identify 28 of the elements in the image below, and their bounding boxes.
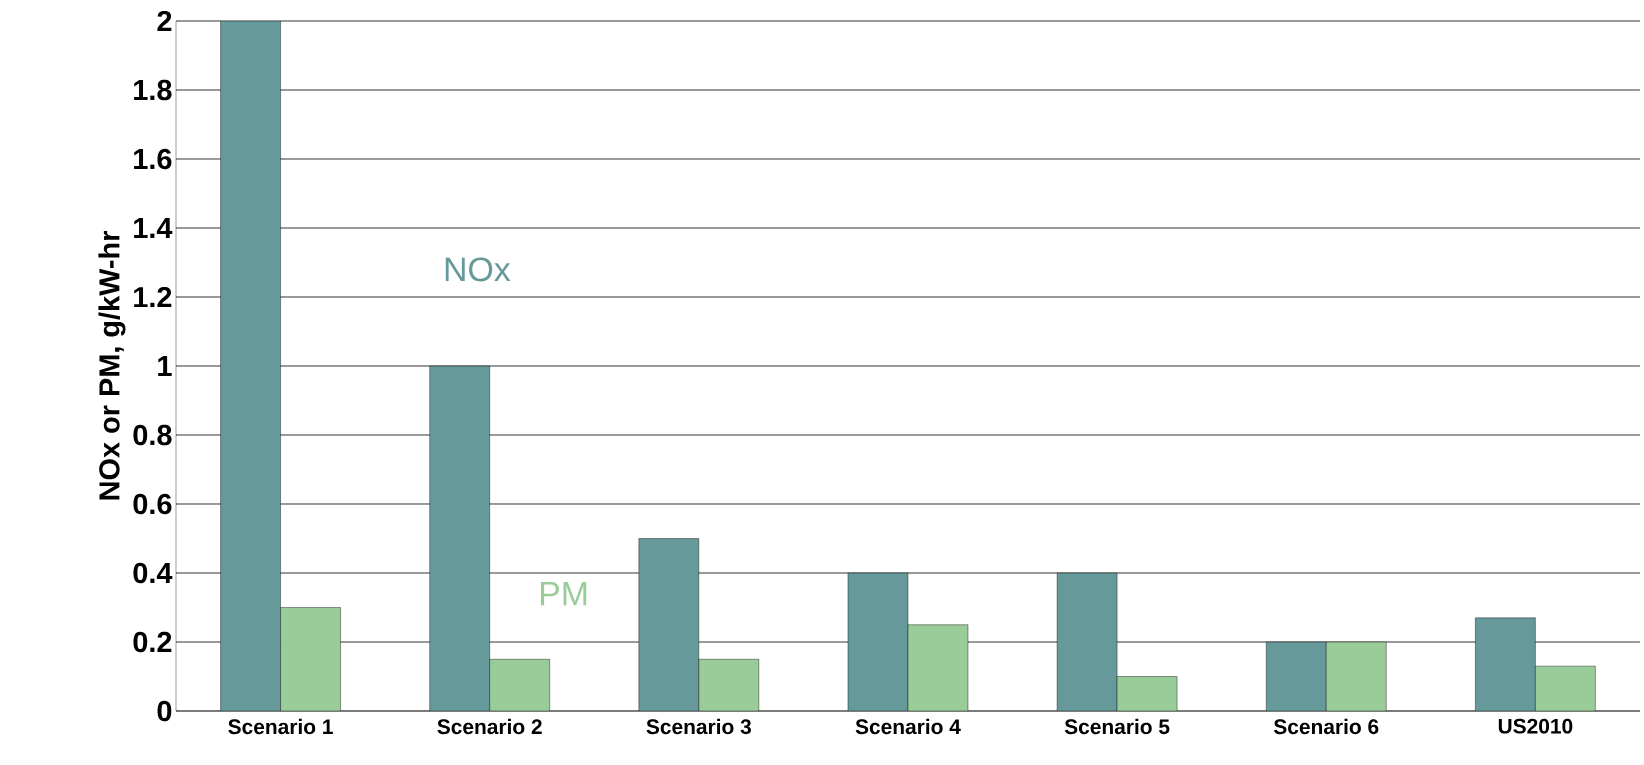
y-tick-label: 0	[157, 700, 172, 722]
y-tick-label: 1.8	[134, 79, 172, 101]
y-tick-label: 0.8	[133, 424, 172, 446]
bar	[1326, 642, 1387, 711]
bar	[1535, 665, 1596, 711]
x-tick-label: Scenario 5	[1064, 718, 1170, 735]
x-tick-label: US2010	[1498, 718, 1573, 734]
x-tick-label: Scenario 4	[855, 718, 961, 735]
series-label: PM	[540, 582, 587, 606]
x-tick-label: Scenario 1	[228, 718, 333, 735]
x-tick-label: Scenario 3	[646, 718, 751, 735]
bar	[489, 659, 550, 711]
y-tick-label: 0.4	[133, 562, 173, 584]
text: NOx	[445, 257, 511, 282]
bar	[698, 659, 759, 711]
y-axis-title: NOx or PM, g/kW-hr	[98, 231, 126, 500]
bar	[907, 624, 968, 711]
y-tick-label: 1	[158, 356, 172, 376]
y-tick-label: 1.6	[134, 148, 172, 170]
y-tick-label: 0.2	[133, 631, 172, 653]
bar	[1117, 676, 1178, 711]
y-tick-label: 2	[157, 10, 172, 32]
y-tick-label: 1.2	[134, 286, 172, 308]
bar	[280, 607, 341, 711]
y-tick-label: 0.6	[133, 493, 172, 515]
x-tick-label: Scenario 2	[437, 718, 542, 735]
y-tick-label: 1.4	[134, 218, 173, 238]
x-tick-label: Scenario 6	[1273, 718, 1379, 735]
